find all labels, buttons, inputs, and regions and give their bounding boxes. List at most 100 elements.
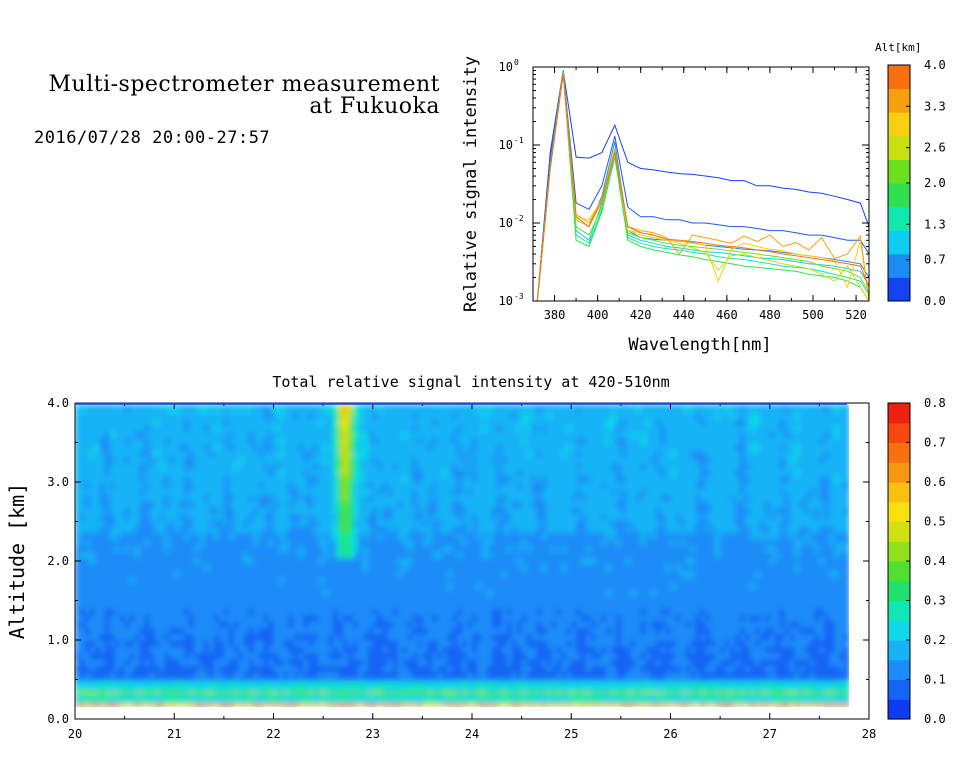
heatmap-cell bbox=[159, 570, 165, 578]
heatmap-cell bbox=[402, 418, 409, 426]
heatmap-cell bbox=[427, 633, 433, 641]
heatmap-cell bbox=[89, 437, 96, 445]
heatmap-cell bbox=[338, 469, 344, 477]
heatmap-cell bbox=[382, 659, 389, 666]
heatmap-cell bbox=[228, 463, 235, 470]
heatmap-cell bbox=[511, 532, 518, 540]
heatmap-cell bbox=[238, 595, 245, 603]
heatmap-cell bbox=[89, 602, 96, 609]
heatmap-cell bbox=[427, 551, 433, 559]
heatmap-cell bbox=[397, 633, 404, 641]
heatmap-cell bbox=[521, 696, 528, 701]
heatmap-cell bbox=[343, 693, 349, 698]
heatmap-cell bbox=[333, 677, 339, 682]
heatmap-cell bbox=[263, 469, 270, 477]
heatmap-cell bbox=[278, 681, 285, 685]
heatmap-cell bbox=[184, 614, 190, 622]
heatmap-cell bbox=[124, 602, 131, 609]
heatmap-cell bbox=[238, 684, 245, 688]
heatmap-cell bbox=[477, 589, 483, 597]
heatmap-cell bbox=[164, 406, 170, 414]
heatmap-cell bbox=[283, 488, 289, 496]
heatmap-cell bbox=[129, 602, 136, 609]
heatmap-cell bbox=[283, 463, 289, 470]
heatmap-cell bbox=[104, 501, 111, 508]
heatmap-cell bbox=[179, 501, 185, 508]
heatmap-cell bbox=[422, 576, 428, 584]
heatmap-cell bbox=[184, 551, 190, 559]
heatmap-cell bbox=[298, 425, 304, 432]
heatmap-cell bbox=[457, 621, 463, 628]
heatmap-cell bbox=[481, 621, 488, 628]
heatmap-cell bbox=[119, 513, 126, 521]
heatmap-cell bbox=[392, 463, 399, 470]
heatmap-cell bbox=[179, 431, 185, 439]
heatmap-cell bbox=[417, 444, 423, 451]
heatmap-cell bbox=[124, 652, 131, 660]
heatmap-cell bbox=[154, 538, 160, 546]
heatmap-cell bbox=[258, 621, 265, 628]
heatmap-cell bbox=[516, 564, 523, 572]
heatmap-cell bbox=[407, 532, 414, 540]
heatmap-cell bbox=[372, 564, 379, 572]
heatmap-cell bbox=[80, 406, 86, 414]
heatmap-cell bbox=[179, 519, 185, 527]
heatmap-cell bbox=[367, 646, 374, 654]
heatmap-cell bbox=[253, 633, 260, 641]
heatmap-cell bbox=[362, 437, 369, 445]
heatmap-cell bbox=[422, 437, 428, 445]
heatmap-cell bbox=[486, 595, 493, 603]
heatmap-cell bbox=[238, 425, 245, 432]
heatmap-cell bbox=[333, 412, 339, 420]
heatmap-cell bbox=[422, 406, 428, 414]
heatmap-cell bbox=[323, 437, 329, 445]
heatmap-cell bbox=[313, 463, 319, 470]
heatmap-cell bbox=[199, 570, 205, 578]
heatmap-cell bbox=[84, 589, 91, 597]
heatmap-cell bbox=[506, 482, 513, 489]
heatmap-cell bbox=[288, 614, 294, 622]
heatmap-cell bbox=[511, 469, 518, 477]
heatmap-cell bbox=[452, 671, 458, 679]
spectrum-series-4 bbox=[536, 72, 869, 301]
heatmap-cell bbox=[159, 646, 165, 654]
heatmap-cell bbox=[109, 456, 116, 464]
heatmap-cell bbox=[457, 570, 463, 578]
heatmap-cell bbox=[258, 551, 265, 559]
heatmap-cell bbox=[209, 614, 215, 622]
heatmap-cell bbox=[194, 538, 200, 546]
heatmap-cell bbox=[427, 671, 433, 679]
heatmap-cell bbox=[472, 621, 478, 628]
heatmap-cell bbox=[382, 437, 389, 445]
heatmap-cell bbox=[159, 693, 165, 698]
heatmap-cell bbox=[298, 412, 304, 420]
heatmap-cell bbox=[253, 690, 260, 695]
heatmap-cell bbox=[119, 501, 126, 508]
heatmap-cell bbox=[223, 621, 230, 628]
heatmap-cell bbox=[407, 444, 414, 451]
heatmap-cell bbox=[382, 532, 389, 540]
heatmap-cell bbox=[258, 463, 265, 470]
heatmap-cell bbox=[263, 431, 270, 439]
heatmap-cell bbox=[214, 431, 220, 439]
heatmap-cell bbox=[372, 482, 379, 489]
heatmap-cell bbox=[248, 576, 255, 584]
heatmap-cell bbox=[516, 501, 523, 508]
spectrum-series-group bbox=[536, 70, 869, 301]
heatmap-cell bbox=[258, 488, 265, 496]
heatmap-cell bbox=[84, 693, 91, 698]
heatmap-cell bbox=[457, 431, 463, 439]
heatmap-cell bbox=[472, 583, 478, 590]
heatmap-cell bbox=[80, 608, 86, 616]
heatmap-cell bbox=[293, 608, 299, 616]
heatmap-cell bbox=[104, 589, 111, 597]
heatmap-cell bbox=[303, 425, 309, 432]
heatmap-cell bbox=[367, 602, 374, 609]
heatmap-cell bbox=[233, 703, 240, 707]
heatmap-cell bbox=[392, 469, 399, 477]
heatmap-cell bbox=[124, 519, 131, 527]
heatmap-cell bbox=[477, 469, 483, 477]
heatmap-cell bbox=[506, 687, 513, 692]
heatmap-cell bbox=[377, 501, 384, 508]
heatmap-cell bbox=[437, 640, 443, 647]
